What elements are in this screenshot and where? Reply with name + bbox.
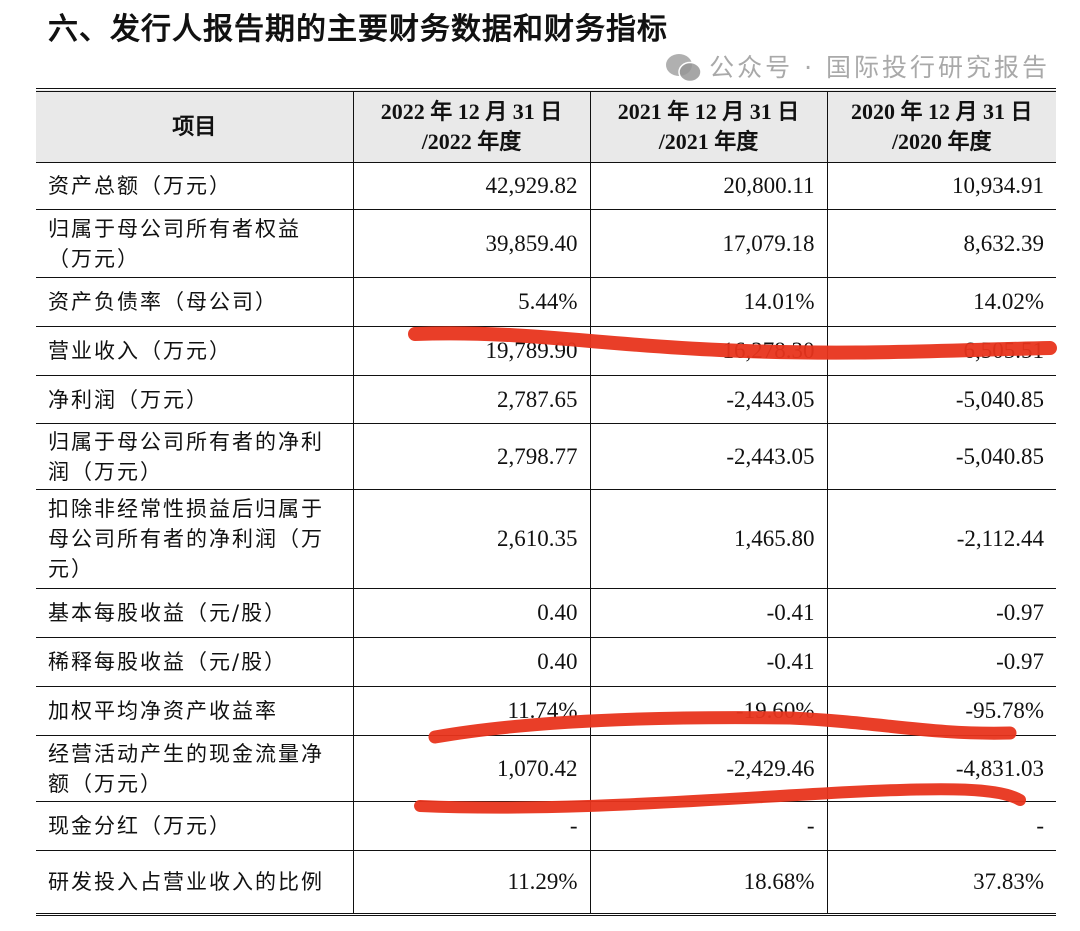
cell-value-2021: 20,800.11 xyxy=(589,162,828,210)
row-label: 净利润（万元） xyxy=(36,375,354,424)
row-label: 营业收入（万元） xyxy=(36,326,354,376)
row-label: 资产总额（万元） xyxy=(36,162,354,210)
cell-value-2021: 16,278.30 xyxy=(589,326,828,376)
header-text: 2022 年 12 月 31 日 /2022 年度 xyxy=(380,99,563,154)
cell-value-2020: 37.83% xyxy=(826,850,1056,915)
row-label: 归属于母公司所有者的净利润（万元） xyxy=(36,423,354,490)
table-row: 稀释每股收益（元/股） 0.40 -0.41 -0.97 xyxy=(36,637,1056,687)
table-row: 加权平均净资产收益率 11.74% -19.60% -95.78% xyxy=(36,686,1056,736)
header-text: 2020 年 12 月 31 日 /2020 年度 xyxy=(850,99,1033,154)
cell-value-2021: -0.41 xyxy=(589,588,828,638)
cell-value-2020: 6,505.51 xyxy=(826,326,1056,376)
cell-value-2021: - xyxy=(589,801,828,851)
cell-value-2022: 0.40 xyxy=(352,588,591,638)
cell-value-2020: -95.78% xyxy=(826,686,1056,736)
cell-value-2020: -2,112.44 xyxy=(826,489,1056,589)
cell-value-2020: - xyxy=(826,801,1056,851)
table-row: 资产总额（万元） 42,929.82 20,800.11 10,934.91 xyxy=(36,162,1056,210)
cell-value-2021: -2,429.46 xyxy=(589,735,828,802)
row-label: 现金分红（万元） xyxy=(36,801,354,851)
cell-value-2022: 39,859.40 xyxy=(352,209,591,278)
cell-value-2020: -4,831.03 xyxy=(826,735,1056,802)
table-row: 资产负债率（母公司） 5.44% 14.01% 14.02% xyxy=(36,277,1056,327)
wechat-icon xyxy=(666,54,702,83)
row-label: 稀释每股收益（元/股） xyxy=(36,637,354,687)
watermark: 公众号 · 国际投行研究报告 xyxy=(665,52,1050,84)
table-row: 现金分红（万元） - - - xyxy=(36,801,1056,851)
table-row: 基本每股收益（元/股） 0.40 -0.41 -0.97 xyxy=(36,588,1056,638)
row-label: 归属于母公司所有者权益（万元） xyxy=(36,209,354,278)
cell-value-2022: 2,610.35 xyxy=(352,489,591,589)
cell-value-2022: 42,929.82 xyxy=(352,162,591,210)
table-header-row: 项目 2022 年 12 月 31 日 /2022 年度 2021 年 12 月… xyxy=(36,89,1056,163)
cell-value-2022: 5.44% xyxy=(352,277,591,327)
row-label: 资产负债率（母公司） xyxy=(36,277,354,327)
cell-value-2021: -19.60% xyxy=(589,686,828,736)
cell-value-2022: 2,798.77 xyxy=(352,423,591,490)
header-text: 2021 年 12 月 31 日 /2021 年度 xyxy=(617,99,800,154)
cell-value-2021: 17,079.18 xyxy=(589,209,828,278)
cell-value-2021: -2,443.05 xyxy=(589,423,828,490)
watermark-text: 公众号 · 国际投行研究报告 xyxy=(709,53,1050,82)
table-row: 营业收入（万元） 19,789.90 16,278.30 6,505.51 xyxy=(36,326,1056,376)
cell-value-2022: 19,789.90 xyxy=(352,326,591,376)
table-row: 归属于母公司所有者权益（万元） 39,859.40 17,079.18 8,632.3… xyxy=(36,209,1056,278)
cell-value-2020: 8,632.39 xyxy=(826,209,1056,278)
cell-value-2021: 18.68% xyxy=(589,850,828,915)
cell-value-2021: -2,443.05 xyxy=(589,375,828,424)
header-2022: 2022 年 12 月 31 日 /2022 年度 xyxy=(352,89,591,163)
table-row: 扣除非经常性损益后归属于母公司所有者的净利润（万元） 2,610.35 1,465.… xyxy=(36,489,1056,589)
row-label: 经营活动产生的现金流量净额（万元） xyxy=(36,735,354,802)
row-label: 研发投入占营业收入的比例 xyxy=(36,850,354,915)
section-title: 六、发行人报告期的主要财务数据和财务指标 xyxy=(48,12,668,47)
cell-value-2022: 2,787.65 xyxy=(352,375,591,424)
cell-value-2021: 14.01% xyxy=(589,277,828,327)
header-item: 项目 xyxy=(36,89,354,163)
cell-value-2021: 1,465.80 xyxy=(589,489,828,589)
row-label: 扣除非经常性损益后归属于母公司所有者的净利润（万元） xyxy=(36,489,354,589)
table-row: 研发投入占营业收入的比例 11.29% 18.68% 37.83% xyxy=(36,850,1056,915)
cell-value-2020: -5,040.85 xyxy=(826,375,1056,424)
cell-value-2020: -5,040.85 xyxy=(826,423,1056,490)
cell-value-2020: 14.02% xyxy=(826,277,1056,327)
financial-data-table: 项目 2022 年 12 月 31 日 /2022 年度 2021 年 12 月… xyxy=(36,88,1056,916)
table-row: 经营活动产生的现金流量净额（万元） 1,070.42 -2,429.46 -4,831… xyxy=(36,735,1056,802)
header-2021: 2021 年 12 月 31 日 /2021 年度 xyxy=(589,89,828,163)
cell-value-2020: -0.97 xyxy=(826,588,1056,638)
cell-value-2022: 11.74% xyxy=(352,686,591,736)
header-2020: 2020 年 12 月 31 日 /2020 年度 xyxy=(826,89,1056,163)
cell-value-2020: 10,934.91 xyxy=(826,162,1056,210)
cell-value-2022: 1,070.42 xyxy=(352,735,591,802)
table-row: 归属于母公司所有者的净利润（万元） 2,798.77 -2,443.05 -5,040… xyxy=(36,423,1056,490)
table-row: 净利润（万元） 2,787.65 -2,443.05 -5,040.85 xyxy=(36,375,1056,424)
cell-value-2022: 0.40 xyxy=(352,637,591,687)
cell-value-2021: -0.41 xyxy=(589,637,828,687)
cell-value-2020: -0.97 xyxy=(826,637,1056,687)
row-label: 加权平均净资产收益率 xyxy=(36,686,354,736)
cell-value-2022: - xyxy=(352,801,591,851)
row-label: 基本每股收益（元/股） xyxy=(36,588,354,638)
cell-value-2022: 11.29% xyxy=(352,850,591,915)
